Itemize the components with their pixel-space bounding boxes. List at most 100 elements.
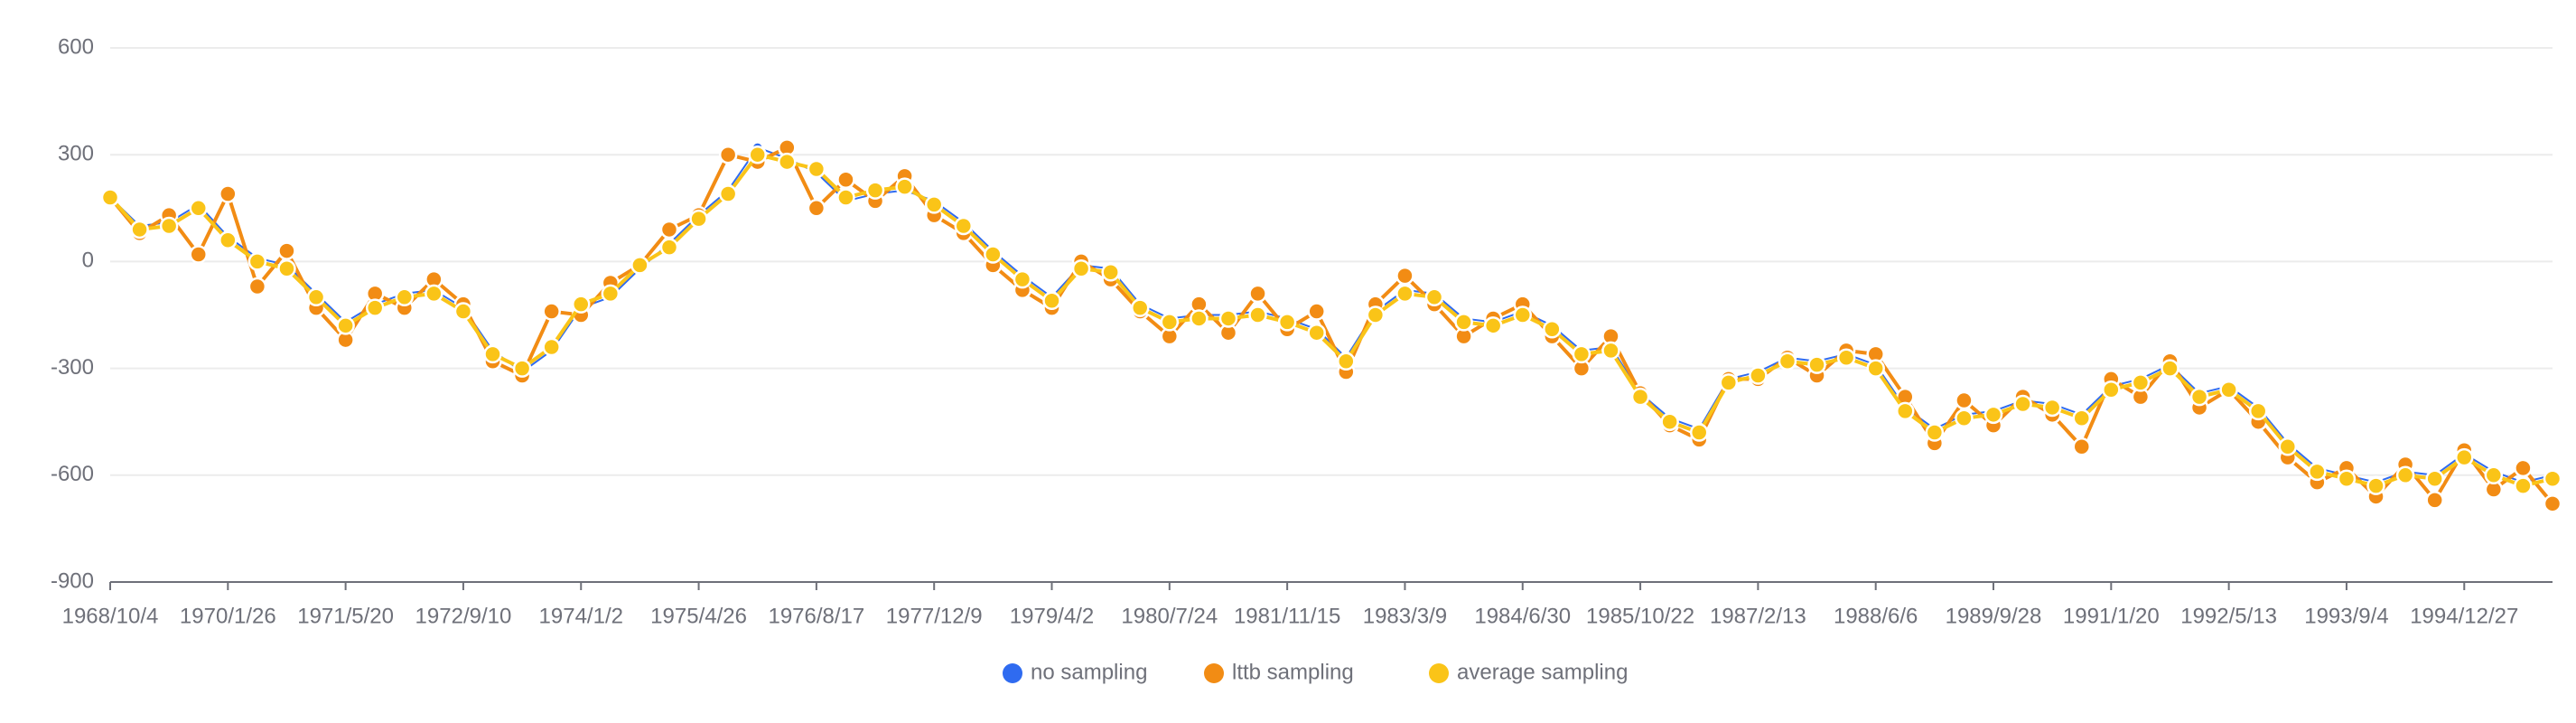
series xyxy=(100,138,2562,513)
point xyxy=(100,188,120,207)
x-tick-label: 1989/9/28 xyxy=(1946,604,2042,628)
x-tick-label: 1988/6/6 xyxy=(1834,604,1918,628)
point xyxy=(2366,476,2385,495)
y-tick-label: -600 xyxy=(51,462,94,486)
point xyxy=(1601,341,1620,361)
point xyxy=(2248,401,2268,421)
point xyxy=(483,344,502,364)
point xyxy=(277,241,296,260)
point xyxy=(659,238,679,257)
point xyxy=(689,209,708,229)
point xyxy=(2161,359,2179,378)
x-tick-label: 1992/5/13 xyxy=(2180,604,2277,628)
point xyxy=(748,145,767,164)
point xyxy=(1689,423,1709,442)
point xyxy=(2042,398,2062,418)
point xyxy=(336,316,355,335)
point xyxy=(542,337,561,357)
y-tick-label: -900 xyxy=(51,568,94,593)
x-tick-label: 1983/3/9 xyxy=(1363,604,1447,628)
point xyxy=(865,181,885,200)
point xyxy=(1101,262,1120,282)
point xyxy=(2278,437,2298,456)
point xyxy=(1337,352,1356,371)
x-tick-label: 1987/2/13 xyxy=(1710,604,1806,628)
point xyxy=(453,302,473,321)
point xyxy=(1955,408,1974,428)
series xyxy=(103,141,2560,489)
point xyxy=(836,188,855,207)
point xyxy=(2189,387,2209,407)
point xyxy=(1983,405,2003,425)
point xyxy=(1660,412,1679,431)
x-tick-label: 1970/1/26 xyxy=(180,604,276,628)
point xyxy=(2013,394,2032,414)
point xyxy=(1218,309,1238,328)
point xyxy=(1543,320,1562,339)
point xyxy=(1395,284,1414,304)
point xyxy=(1778,352,1797,371)
point xyxy=(1248,284,1267,304)
point xyxy=(1395,266,1414,286)
legend-icon xyxy=(1003,663,1022,683)
point xyxy=(1042,291,1061,310)
point xyxy=(2131,373,2151,392)
x-tick-label: 1980/7/24 xyxy=(1121,604,1218,628)
point xyxy=(1719,373,1739,392)
point xyxy=(159,216,179,236)
x-tick-label: 1985/10/22 xyxy=(1586,604,1694,628)
point xyxy=(2543,494,2562,513)
point xyxy=(1454,313,1473,332)
point xyxy=(2219,380,2238,399)
x-tick-label: 1971/5/20 xyxy=(297,604,394,628)
point xyxy=(1630,387,1650,407)
point xyxy=(895,177,914,196)
point xyxy=(836,170,855,190)
point xyxy=(2514,458,2533,478)
point xyxy=(659,220,679,239)
point xyxy=(807,199,826,218)
point xyxy=(1366,305,1386,324)
x-tick-label: 1984/6/30 xyxy=(1474,604,1571,628)
y-tick-label: -300 xyxy=(51,355,94,380)
point xyxy=(1130,298,1150,317)
legend-label: lttb sampling xyxy=(1232,660,1354,684)
point xyxy=(1866,359,1885,378)
point xyxy=(954,216,974,236)
point xyxy=(189,245,208,264)
point xyxy=(1896,401,1915,421)
series-line xyxy=(109,146,2553,484)
point xyxy=(572,295,591,314)
point xyxy=(1483,316,1503,335)
point xyxy=(924,195,944,214)
point xyxy=(395,287,415,307)
legend-icon xyxy=(1204,663,1224,683)
x-tick-label: 1981/11/15 xyxy=(1234,604,1340,628)
point xyxy=(2308,462,2327,482)
point xyxy=(1307,302,1326,321)
point xyxy=(1836,348,1856,368)
point xyxy=(1749,366,1768,385)
point xyxy=(1190,309,1209,328)
point xyxy=(1925,423,1945,442)
x-tick-label: 1991/1/20 xyxy=(2063,604,2160,628)
legend-label: no sampling xyxy=(1031,660,1147,684)
x-tick-label: 1976/8/17 xyxy=(768,604,864,628)
point xyxy=(247,252,267,271)
point xyxy=(277,259,296,278)
point xyxy=(1955,390,1974,410)
point xyxy=(1513,305,1533,324)
point xyxy=(1572,344,1591,364)
point xyxy=(306,287,326,307)
point xyxy=(630,256,649,275)
point xyxy=(512,359,532,378)
y-tick-label: 0 xyxy=(82,249,94,273)
point xyxy=(718,145,738,164)
x-tick-label: 1993/9/4 xyxy=(2304,604,2388,628)
point xyxy=(542,302,561,321)
y-tick-label: 600 xyxy=(58,34,94,59)
x-tick-label: 1975/4/26 xyxy=(650,604,747,628)
legend-icon xyxy=(1429,663,1449,683)
legend-label: average sampling xyxy=(1457,660,1628,684)
